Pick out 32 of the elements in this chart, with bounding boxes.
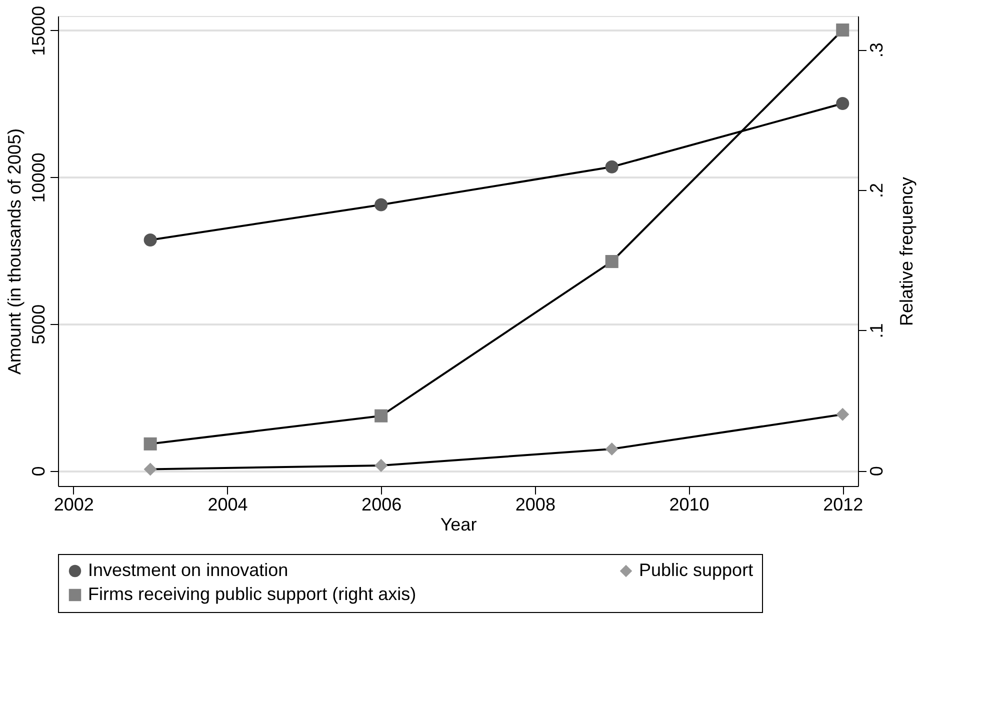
legend-label: Investment on innovation [88,560,288,580]
x-axis-title: Year [440,514,477,534]
legend-label: Public support [639,560,754,580]
x-tick-label: 2008 [515,494,556,514]
y2-tick-label: 0 [866,466,886,476]
y-tick-label: 15000 [28,6,48,56]
x-tick-label: 2012 [823,494,864,514]
point [605,255,618,268]
y2-tick-label: .2 [866,182,886,198]
x-tick-label: 2002 [54,494,94,514]
point [144,462,157,476]
point [836,24,850,37]
point [374,458,388,472]
x-tick-label: 2010 [669,494,710,514]
y2-tick-label: .3 [866,42,886,58]
point [836,96,850,110]
y2-axis-title: Relative frequency [896,176,916,326]
y-tick-label: 0 [28,466,48,476]
y2-tick-label: .1 [866,323,886,338]
point [374,198,388,212]
y-tick-label: 5000 [28,304,48,344]
point [374,409,388,422]
y-axis-title: Amount (in thousands of 2005) [4,128,24,375]
point [144,233,157,246]
x-tick-label: 2006 [362,494,402,514]
point [144,437,157,450]
point [605,442,618,456]
x-tick-label: 2004 [208,494,248,514]
point [605,160,618,174]
point [836,408,850,421]
legend-label: Firms receiving public support (right axis) [88,584,416,604]
y-tick-label: 10000 [28,152,48,203]
